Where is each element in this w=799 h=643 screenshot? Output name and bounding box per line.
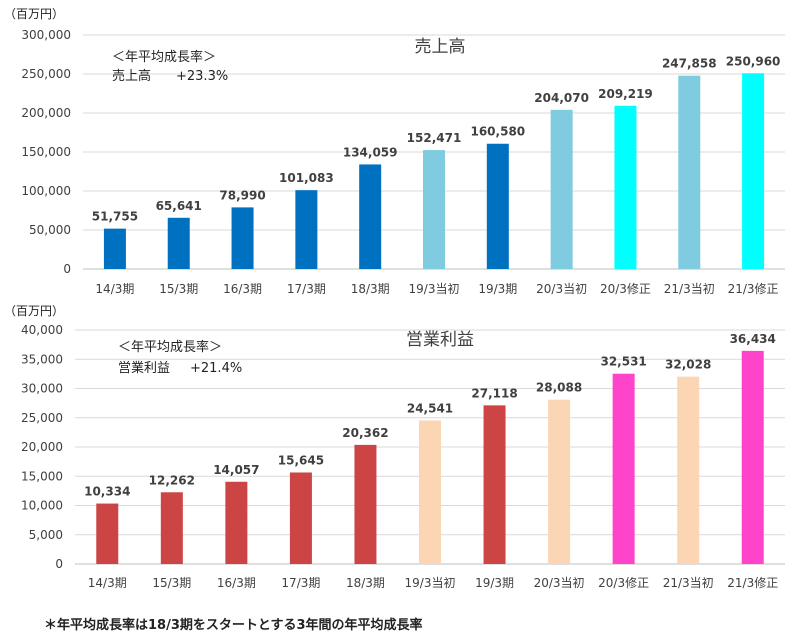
c0-category-label: 19/3期 xyxy=(478,282,517,296)
c1-cagr-label: 営業利益 xyxy=(118,360,170,376)
c0-bar xyxy=(295,190,318,269)
c0-cagr-title: ＜年平均成長率＞ xyxy=(112,49,216,65)
c1-category-label: 15/3期 xyxy=(152,576,191,590)
c0-unit-label: （百万円） xyxy=(4,7,64,21)
c1-bar xyxy=(225,481,248,564)
c1-chart-title: 営業利益 xyxy=(406,330,474,350)
c0-data-label: 209,219 xyxy=(598,87,653,101)
footnote: ＊年平均成長率は18/3期をスタートとする3年間の年平均成長率 xyxy=(44,618,423,633)
c0-data-label: 204,070 xyxy=(534,91,589,105)
c0-data-label: 65,641 xyxy=(156,199,202,213)
c0-y-tick-label: 100,000 xyxy=(21,184,71,198)
c1-y-tick-label: 15,000 xyxy=(21,469,63,483)
c0-bar xyxy=(103,228,126,269)
c0-bar xyxy=(167,217,190,269)
c1-cagr-value: +21.4% xyxy=(190,361,242,376)
c1-category-label: 21/3修正 xyxy=(727,575,778,590)
c1-category-label: 19/3期 xyxy=(475,576,514,590)
c1-bar xyxy=(160,492,183,564)
c1-category-label: 14/3期 xyxy=(88,576,127,590)
c1-data-label: 20,362 xyxy=(342,426,388,440)
c1-data-label: 24,541 xyxy=(407,401,453,415)
c0-cagr-value: +23.3% xyxy=(176,69,228,84)
c0-category-label: 21/3当初 xyxy=(664,282,715,296)
c0-bar xyxy=(550,109,573,269)
c0-category-label: 17/3期 xyxy=(287,282,326,296)
c0-bar xyxy=(614,105,637,270)
c1-y-tick-label: 5,000 xyxy=(29,528,63,542)
c1-data-label: 28,088 xyxy=(536,381,582,395)
c0-bar xyxy=(486,143,509,269)
c1-y-tick-label: 20,000 xyxy=(21,440,63,454)
c1-data-label: 10,334 xyxy=(84,485,130,499)
c1-bar xyxy=(354,444,377,564)
c1-data-label: 12,262 xyxy=(149,473,195,487)
c1-category-label: 21/3当初 xyxy=(663,576,714,590)
c1-bar xyxy=(548,399,571,564)
c0-chart-title: 売上高 xyxy=(415,37,466,57)
c0-y-tick-label: 300,000 xyxy=(21,28,71,42)
c0-data-label: 134,059 xyxy=(343,145,398,159)
c0-bar xyxy=(231,207,254,269)
c1-bar xyxy=(96,503,119,564)
c1-category-label: 16/3期 xyxy=(217,576,256,590)
c1-cagr-title: ＜年平均成長率＞ xyxy=(118,339,222,355)
c0-bar xyxy=(742,73,765,270)
c0-y-tick-label: 200,000 xyxy=(21,106,71,120)
c1-category-label: 18/3期 xyxy=(346,576,385,590)
c0-data-label: 78,990 xyxy=(219,188,265,202)
c0-category-label: 19/3当初 xyxy=(409,282,460,296)
c0-data-label: 101,083 xyxy=(279,171,334,185)
c1-data-label: 15,645 xyxy=(278,453,324,467)
c1-data-label: 32,028 xyxy=(665,358,711,372)
c0-category-label: 20/3修正 xyxy=(600,281,651,296)
c1-bar xyxy=(419,420,441,564)
c0-data-label: 250,960 xyxy=(726,54,781,68)
c1-data-label: 32,531 xyxy=(600,355,646,369)
c0-cagr-label: 売上高 xyxy=(112,68,151,84)
c1-unit-label: （百万円） xyxy=(4,304,64,318)
c1-y-tick-label: 35,000 xyxy=(21,352,63,366)
c1-y-tick-label: 40,000 xyxy=(21,323,63,337)
c1-bar xyxy=(289,472,312,564)
c0-category-label: 18/3期 xyxy=(351,282,390,296)
c1-y-tick-label: 10,000 xyxy=(21,499,63,513)
c1-data-label: 36,434 xyxy=(730,332,776,346)
c1-bar xyxy=(677,376,700,564)
c1-category-label: 20/3当初 xyxy=(534,576,585,590)
c0-data-label: 152,471 xyxy=(407,131,462,145)
c0-bar xyxy=(359,164,382,269)
c0-category-label: 16/3期 xyxy=(223,282,262,296)
c1-y-tick-label: 0 xyxy=(55,557,63,571)
c1-category-label: 20/3修正 xyxy=(598,575,649,590)
c0-bar xyxy=(423,150,445,269)
c1-category-label: 19/3当初 xyxy=(405,576,456,590)
c1-data-label: 27,118 xyxy=(471,386,517,400)
c0-bar xyxy=(678,75,701,269)
c0-category-label: 14/3期 xyxy=(95,282,134,296)
c0-category-label: 21/3修正 xyxy=(728,281,779,296)
c0-category-label: 20/3当初 xyxy=(536,282,587,296)
c0-data-label: 247,858 xyxy=(662,57,717,71)
c1-data-label: 14,057 xyxy=(213,463,259,477)
c0-y-tick-label: 150,000 xyxy=(21,145,71,159)
c0-data-label: 160,580 xyxy=(470,125,525,139)
c1-bar xyxy=(612,373,635,564)
c1-category-label: 17/3期 xyxy=(281,576,320,590)
c1-y-tick-label: 30,000 xyxy=(21,382,63,396)
c0-data-label: 51,755 xyxy=(92,210,138,224)
c0-y-tick-label: 250,000 xyxy=(21,67,71,81)
c1-y-tick-label: 25,000 xyxy=(21,411,63,425)
c1-bar xyxy=(741,350,764,564)
c0-y-tick-label: 50,000 xyxy=(29,223,71,237)
c0-category-label: 15/3期 xyxy=(159,282,198,296)
c1-bar xyxy=(483,405,506,564)
c0-y-tick-label: 0 xyxy=(63,262,71,276)
